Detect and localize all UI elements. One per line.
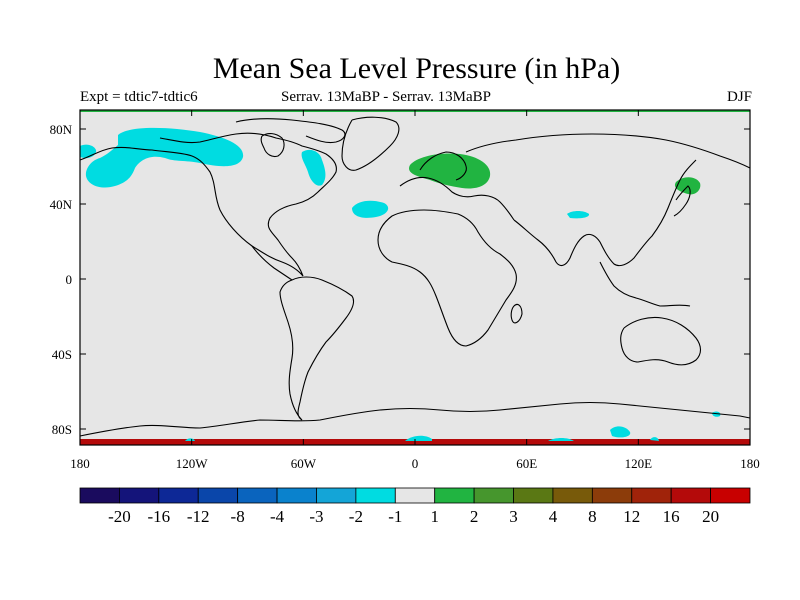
coast-australia [620,316,702,366]
coast-scandinavia [419,151,467,181]
colorbar-label: 3 [509,507,518,526]
comparison-label: Serrav. 13MaBP - Serrav. 13MaBP [281,89,491,105]
coast-southeast-asia [599,261,691,307]
colorbar-swatch [355,487,396,504]
lon-tick-label: 180 [70,456,90,471]
anomaly-antarctic-2 [548,438,574,441]
anomaly-antarctic-3 [610,426,631,438]
season-label: DJF [726,89,752,105]
coast-arabia-india [513,159,697,267]
coast-hudson-bay [260,133,285,158]
coast-north-america [79,132,337,277]
colorbar-label: -1 [388,507,402,526]
colorbar-swatch [631,487,672,504]
colorbar-swatch [158,487,199,504]
colorbar-swatch [710,487,751,504]
colorbar-label: -20 [108,507,131,526]
colorbar-swatch [276,487,317,504]
colorbar-label: 4 [549,507,558,526]
coast-arctic-archipelago [235,118,346,144]
colorbar-swatch [591,487,633,504]
colorbar-swatch [473,487,514,504]
colorbar: -20 -16 -12 -8 -4 -3 -2 -1 1 2 3 4 8 12 16 20 [79,487,751,526]
lon-tick-label: 120E [625,456,653,471]
colorbar-swatch [434,487,475,504]
colorbar-swatch [79,487,120,504]
anomaly-central-asia [567,211,590,219]
lat-tick-label: 40S [52,347,72,362]
coast-japan [673,185,691,217]
lon-tick-label: 120W [176,456,209,471]
colorbar-swatch [316,487,357,504]
anomaly-north-atlantic [352,200,389,218]
colorbar-label: 12 [623,507,640,526]
anomaly-north-pacific [85,127,244,188]
colorbar-label: 20 [702,507,719,526]
colorbar-label: -16 [147,507,170,526]
colorbar-label: 1 [430,507,439,526]
negative-anomaly-regions [80,127,721,441]
lat-tick-label: 0 [66,272,73,287]
anomaly-eurasia [409,153,491,189]
coast-greenland [341,116,400,171]
coast-africa [377,209,517,347]
coastlines [79,116,751,437]
latitude-axis: 80N 40N 0 40S 80S [50,122,750,437]
lon-tick-label: 180 [740,456,760,471]
colorbar-swatch [119,487,160,504]
colorbar-label: -3 [309,507,323,526]
lon-tick-label: 60W [291,456,317,471]
anomaly-antarctic-4 [650,437,659,441]
anomaly-antarctic-6 [185,438,195,441]
lat-tick-label: 40N [50,197,73,212]
coast-south-america [279,276,355,421]
plot-title: Mean Sea Level Pressure (in hPa) [212,52,621,85]
coast-antarctica [79,401,751,437]
coast-asia [465,133,751,169]
colorbar-swatch [237,487,278,504]
colorbar-label: -2 [349,507,363,526]
coast-madagascar [510,303,523,324]
colorbar-swatch [552,487,593,504]
colorbar-swatch [197,487,239,504]
colorbar-label: 2 [470,507,479,526]
coast-central-america [251,245,293,281]
colorbar-label: -12 [187,507,210,526]
longitude-axis: 180 120W 60W 0 60E 120E 180 [70,110,760,471]
colorbar-swatch [670,487,711,504]
colorbar-swatch [513,487,554,504]
lat-tick-label: 80N [50,122,73,137]
colorbar-label: -8 [231,507,245,526]
anomaly-labrador [301,149,326,186]
anomaly-antarctic-1 [405,435,432,441]
coast-europe [399,176,515,221]
colorbar-label: -4 [270,507,285,526]
experiment-label: Expt = tdtic7-tdtic6 [80,89,198,105]
lon-tick-label: 60E [516,456,537,471]
colorbar-label: 16 [663,507,680,526]
lon-tick-label: 0 [412,456,419,471]
lat-tick-label: 80S [52,422,72,437]
colorbar-swatch [394,487,436,504]
colorbar-label: 8 [588,507,597,526]
